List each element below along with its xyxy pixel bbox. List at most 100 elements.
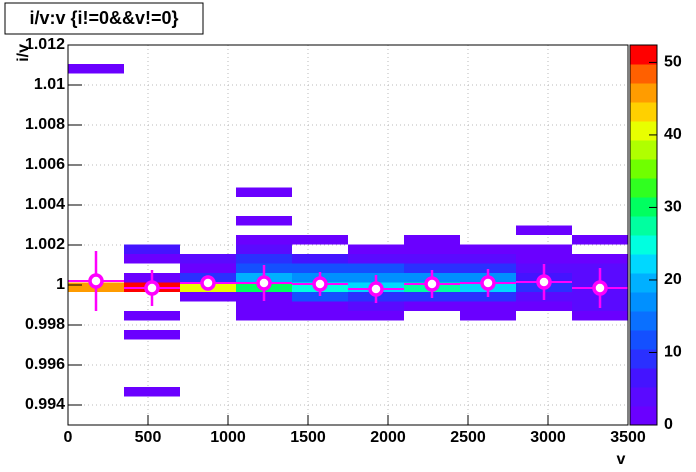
cell <box>236 187 292 197</box>
cell <box>404 301 460 311</box>
palette-swatch <box>630 45 657 65</box>
x-tick-label: 1000 <box>210 429 246 446</box>
z-tick-label: 40 <box>664 126 682 143</box>
x-tick-label: 0 <box>64 429 73 446</box>
cell <box>236 311 292 321</box>
cell <box>348 244 404 254</box>
x-axis-label: v <box>617 451 626 468</box>
cell <box>180 254 236 264</box>
palette-swatch <box>630 121 657 141</box>
profile-marker <box>200 275 216 291</box>
palette-swatch <box>630 159 657 179</box>
cell <box>348 254 404 264</box>
cell <box>124 330 180 340</box>
cell <box>460 301 516 311</box>
cell <box>348 301 404 311</box>
cell <box>236 254 292 264</box>
palette-swatch <box>630 292 657 312</box>
chart-title: i/v:v {i!=0&&v!=0} <box>29 8 178 28</box>
cell <box>180 263 236 273</box>
palette-swatch <box>630 368 657 388</box>
cell <box>460 254 516 264</box>
y-tick-label: 1.004 <box>25 196 65 213</box>
y-tick-label: 1.008 <box>25 116 65 133</box>
y-tick-label: 1.012 <box>25 36 65 53</box>
z-tick-label: 50 <box>664 54 682 71</box>
cell <box>236 301 292 311</box>
cell <box>404 254 460 264</box>
palette-swatch <box>630 140 657 160</box>
cell <box>292 311 348 321</box>
palette-swatch <box>630 349 657 369</box>
profile-marker <box>144 280 160 296</box>
cell <box>348 311 404 321</box>
z-tick-label: 0 <box>664 416 673 433</box>
palette-swatch <box>630 387 657 407</box>
profile-marker <box>256 275 272 291</box>
cell <box>292 263 348 273</box>
cell <box>516 244 572 254</box>
cell <box>572 254 628 264</box>
cell <box>404 235 460 245</box>
cell <box>572 311 628 321</box>
y-tick-label: 1.002 <box>25 236 65 253</box>
profile-marker <box>368 281 384 297</box>
plot-frame <box>67 44 629 426</box>
cell <box>124 244 180 254</box>
cell <box>236 216 292 226</box>
cell <box>404 244 460 254</box>
cell <box>404 263 460 273</box>
palette-swatch <box>630 102 657 122</box>
palette-swatch <box>630 254 657 274</box>
z-tick-label: 20 <box>664 271 682 288</box>
cell <box>292 235 348 245</box>
profile-marker <box>312 276 328 292</box>
y-tick-label: 1 <box>56 276 65 293</box>
cell <box>292 254 348 264</box>
x-tick-label: 2500 <box>450 429 486 446</box>
cell <box>180 292 236 302</box>
y-tick-label: 0.996 <box>25 356 65 373</box>
profile-marker <box>88 273 104 289</box>
z-tick-label: 10 <box>664 344 682 361</box>
palette-swatch <box>630 330 657 350</box>
palette-swatch <box>630 311 657 331</box>
cell <box>516 254 572 264</box>
palette-swatch <box>630 216 657 236</box>
cell <box>292 292 348 302</box>
palette-swatch <box>630 235 657 255</box>
cell <box>68 64 124 74</box>
cell <box>516 225 572 235</box>
cell <box>236 244 292 254</box>
x-tick-label: 1500 <box>290 429 326 446</box>
y-tick-label: 1.01 <box>34 76 65 93</box>
x-tick-label: 3500 <box>610 429 646 446</box>
palette-swatch <box>630 64 657 84</box>
cell <box>236 235 292 245</box>
x-tick-label: 500 <box>135 429 162 446</box>
palette-swatch <box>630 406 657 426</box>
cell <box>516 301 572 311</box>
cell <box>124 254 180 264</box>
y-tick-label: 1.006 <box>25 156 65 173</box>
y-tick-label: 0.998 <box>25 316 65 333</box>
cell <box>460 244 516 254</box>
x-tick-label: 2000 <box>370 429 406 446</box>
cell <box>292 301 348 311</box>
palette-swatch <box>630 178 657 198</box>
cell <box>460 311 516 321</box>
y-tick-label: 0.994 <box>25 396 65 413</box>
palette-swatch <box>630 83 657 103</box>
cell <box>572 235 628 245</box>
palette-swatch <box>630 273 657 293</box>
y-axis-label: i/v <box>15 44 32 62</box>
profile-marker <box>480 275 496 291</box>
palette-swatch <box>630 197 657 217</box>
profile-marker <box>536 274 552 290</box>
x-tick-label: 3000 <box>530 429 566 446</box>
profile-marker <box>592 280 608 296</box>
z-tick-label: 30 <box>664 199 682 216</box>
cell <box>460 263 516 273</box>
cell <box>348 263 404 273</box>
profile-marker <box>424 276 440 292</box>
